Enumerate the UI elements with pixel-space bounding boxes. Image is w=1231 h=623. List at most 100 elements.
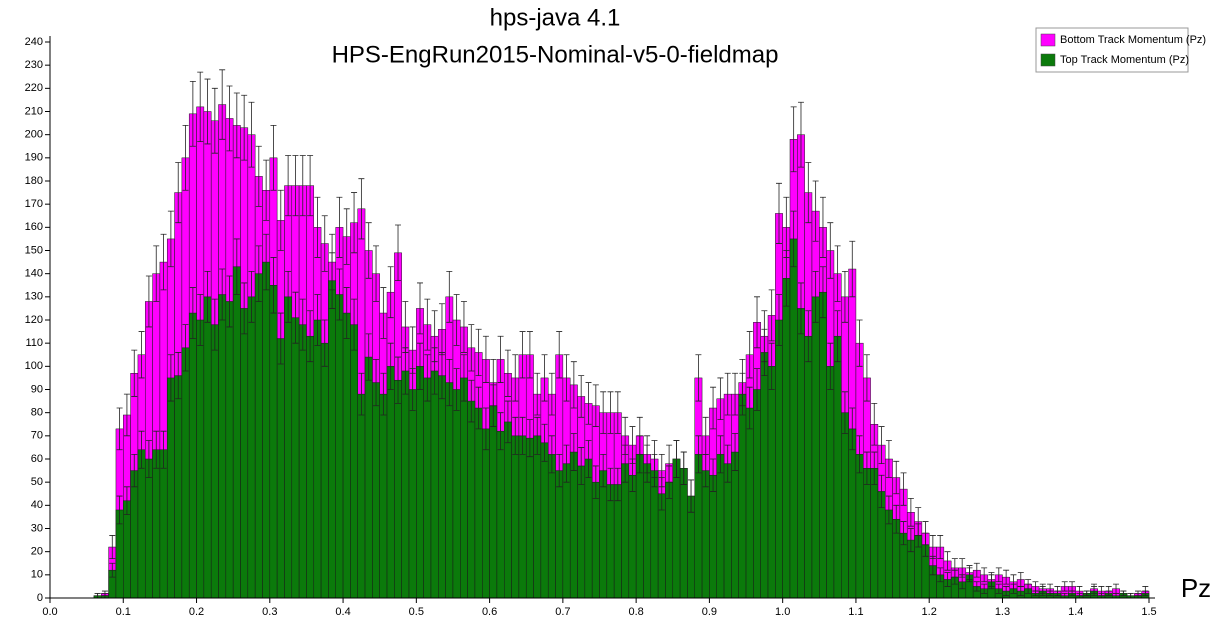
error-bar — [321, 215, 328, 272]
error-bar — [351, 298, 358, 351]
y-tick-label: 120 — [25, 314, 43, 326]
error-bar — [1010, 583, 1017, 594]
error-bar — [871, 403, 878, 446]
error-bar — [204, 270, 211, 323]
error-bar — [351, 192, 358, 254]
x-tick-label: 0.0 — [42, 606, 57, 618]
bar — [628, 474, 637, 599]
error-bar — [863, 451, 870, 485]
x-axis-label: Pz — [1181, 573, 1211, 603]
bar — [504, 421, 512, 599]
bar — [123, 500, 131, 599]
error-bar — [768, 342, 775, 390]
error-bar — [482, 407, 489, 451]
bar — [408, 389, 417, 599]
bar — [599, 470, 608, 599]
y-tick-label: 90 — [31, 383, 43, 395]
error-bar — [534, 372, 541, 416]
y-tick-label: 30 — [31, 522, 43, 534]
error-bar — [307, 310, 314, 363]
error-bar — [776, 182, 783, 244]
error-bar — [226, 275, 233, 328]
error-bar — [1047, 590, 1054, 597]
x-tick-label: 1.4 — [1068, 606, 1083, 618]
error-bar — [307, 155, 314, 217]
chart-subtitle: HPS-EngRun2015-Nominal-v5-0-fieldmap — [332, 41, 779, 68]
error-bar — [160, 430, 167, 469]
error-bar — [446, 270, 453, 323]
bar — [665, 481, 674, 599]
error-bar — [761, 328, 768, 376]
error-bar — [241, 94, 248, 161]
error-bar — [1054, 590, 1061, 597]
bar — [833, 335, 842, 599]
legend: Bottom Track Momentum (Pz) Top Track Mome… — [1035, 27, 1206, 73]
bar — [328, 280, 336, 599]
error-bar — [841, 270, 848, 323]
bar — [533, 435, 542, 599]
bar — [555, 470, 564, 599]
bar — [474, 407, 483, 599]
bar — [467, 400, 476, 599]
bar — [606, 484, 615, 599]
bar — [672, 458, 681, 599]
error-bar — [907, 528, 914, 553]
error-bar — [395, 356, 402, 404]
y-tick-label: 180 — [25, 175, 43, 187]
error-bar — [717, 435, 724, 474]
error-bar — [937, 567, 944, 583]
error-bar — [233, 238, 240, 295]
legend-label: Bottom Track Momentum (Pz) — [1060, 34, 1206, 46]
error-bar — [285, 270, 292, 323]
y-tick-label: 150 — [25, 244, 43, 256]
error-bar — [241, 282, 248, 335]
bar — [738, 393, 747, 599]
error-bar — [900, 472, 907, 506]
bar — [225, 301, 234, 599]
error-bar — [395, 224, 402, 282]
bar — [826, 366, 835, 599]
error-bar — [197, 71, 204, 143]
error-bar — [504, 349, 511, 397]
error-bar — [431, 347, 438, 395]
error-bar — [849, 240, 856, 298]
error-bar — [153, 245, 160, 302]
bar — [181, 347, 190, 599]
bar — [306, 335, 315, 599]
legend-label: Top Track Momentum (Pz) — [1060, 54, 1189, 66]
bar — [789, 238, 798, 599]
error-bar — [1083, 590, 1090, 597]
bar — [716, 454, 725, 599]
error-bar — [827, 222, 834, 279]
error-bar — [189, 287, 196, 339]
error-bar — [885, 440, 892, 478]
error-bar — [475, 328, 482, 376]
error-bar — [797, 101, 804, 168]
error-bar — [812, 270, 819, 323]
error-bar — [915, 523, 922, 548]
error-bar — [123, 393, 130, 437]
legend-box — [1035, 27, 1189, 73]
bar — [731, 451, 739, 599]
bar — [547, 454, 556, 599]
error-bar — [1105, 590, 1112, 597]
error-bar — [204, 78, 211, 145]
error-bar — [189, 80, 196, 147]
error-bar — [314, 196, 321, 258]
error-bar — [211, 298, 218, 351]
bar — [262, 261, 271, 599]
bar — [298, 324, 307, 599]
error-bar — [145, 440, 152, 478]
error-bar — [724, 444, 731, 483]
y-tick-label: 170 — [25, 198, 43, 210]
bar — [848, 428, 857, 599]
bar — [775, 319, 783, 599]
error-bar — [885, 495, 892, 525]
error-bar — [175, 162, 182, 224]
bar — [254, 273, 263, 599]
bar — [584, 458, 593, 599]
error-bar — [497, 412, 504, 451]
bar — [489, 405, 498, 599]
error-bar — [255, 145, 262, 207]
error-bar — [614, 467, 621, 502]
